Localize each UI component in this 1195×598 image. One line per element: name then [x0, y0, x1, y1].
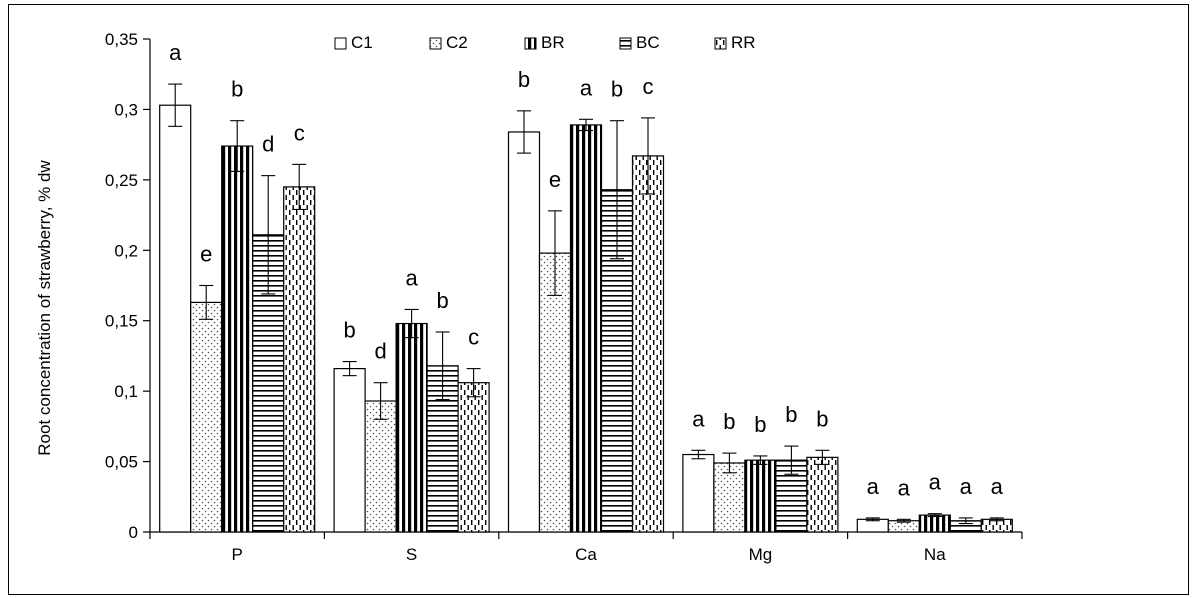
x-axis: P S Ca Mg Na	[150, 532, 1022, 564]
bar-c1-mg	[683, 455, 714, 532]
significance-letter: a	[692, 406, 705, 431]
y-axis: 0 0,05 0,1 0,15 0,2 0,25 0,3 0,35	[105, 30, 150, 542]
bar-br-p	[222, 146, 253, 532]
bar-rr-ca	[633, 156, 664, 532]
category-label: P	[232, 545, 243, 564]
significance-letter: a	[929, 470, 942, 495]
significance-letter: b	[518, 67, 530, 92]
category-label: Ca	[575, 545, 597, 564]
significance-letter: b	[231, 77, 243, 102]
category-label: S	[406, 545, 417, 564]
y-axis-label: Root concentration of strawberry, % dw	[35, 160, 54, 456]
significance-letter: a	[169, 40, 182, 65]
y-tick-label: 0,15	[105, 312, 138, 331]
significance-letter: c	[294, 120, 305, 145]
category-label: Mg	[749, 545, 773, 564]
significance-letter: b	[343, 318, 355, 343]
bar-c1-s	[334, 369, 365, 532]
legend-swatch-bc	[620, 38, 631, 49]
bar-rr-p	[284, 187, 315, 532]
legend: C1 C2 BR BC RR	[335, 33, 756, 52]
significance-letter: c	[643, 74, 654, 99]
significance-letter: b	[754, 412, 766, 437]
y-tick-label: 0,35	[105, 30, 138, 49]
legend-label-c1: C1	[351, 33, 373, 52]
legend-swatch-c1	[335, 38, 346, 49]
bar-c1-p	[160, 105, 191, 532]
legend-label-br: BR	[541, 33, 565, 52]
y-tick-label: 0,1	[114, 382, 138, 401]
legend-label-rr: RR	[731, 33, 756, 52]
legend-swatch-c2	[430, 38, 441, 49]
category-label: Na	[924, 545, 946, 564]
significance-letter: a	[867, 474, 880, 499]
significance-letter: a	[898, 475, 911, 500]
significance-letter: d	[262, 132, 274, 157]
significance-letter: a	[960, 474, 973, 499]
bar-br-mg	[745, 460, 776, 532]
bar-c1-ca	[509, 132, 540, 532]
y-tick-label: 0	[129, 523, 138, 542]
significance-letter: a	[580, 75, 593, 100]
bar-rr-s	[458, 383, 489, 532]
significance-letter: c	[468, 325, 479, 350]
significance-letter: b	[436, 288, 448, 313]
significance-letter: b	[723, 409, 735, 434]
significance-letter: b	[611, 77, 623, 102]
bar-rr-mg	[807, 457, 838, 532]
y-tick-label: 0,2	[114, 241, 138, 260]
bar-br-ca	[571, 125, 602, 532]
significance-letter: b	[785, 402, 797, 427]
y-tick-label: 0,05	[105, 453, 138, 472]
legend-swatch-br	[525, 38, 536, 49]
bar-br-na	[919, 515, 950, 532]
significance-letter: a	[991, 474, 1004, 499]
legend-swatch-rr	[715, 38, 726, 49]
legend-label-bc: BC	[636, 33, 660, 52]
significance-letter: e	[200, 242, 212, 267]
bar-c2-s	[365, 401, 396, 532]
significance-letter: b	[816, 406, 828, 431]
significance-letter: a	[405, 265, 418, 290]
bar-br-s	[396, 324, 427, 532]
bar-c2-p	[191, 302, 222, 532]
y-tick-label: 0,3	[114, 100, 138, 119]
significance-letter: d	[374, 339, 386, 364]
legend-label-c2: C2	[446, 33, 468, 52]
bars	[160, 105, 1013, 532]
significance-letter: e	[549, 167, 561, 192]
y-tick-label: 0,25	[105, 171, 138, 190]
